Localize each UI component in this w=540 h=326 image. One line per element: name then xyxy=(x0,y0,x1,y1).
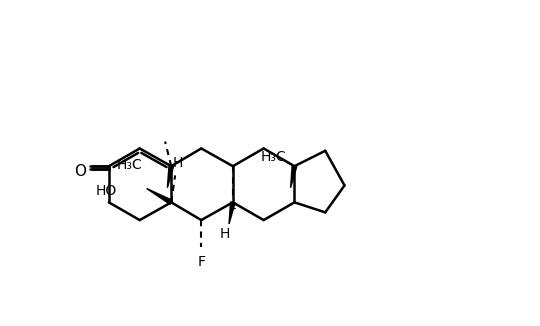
Polygon shape xyxy=(147,188,172,204)
Text: F: F xyxy=(197,255,205,269)
Text: O: O xyxy=(74,164,86,179)
Polygon shape xyxy=(291,166,297,188)
Text: HO: HO xyxy=(96,184,117,198)
Polygon shape xyxy=(167,166,173,188)
Text: F: F xyxy=(229,203,237,217)
Polygon shape xyxy=(229,202,235,224)
Text: H₃C: H₃C xyxy=(116,158,142,171)
Text: H: H xyxy=(172,156,183,170)
Text: H: H xyxy=(220,227,231,241)
Text: H₃C: H₃C xyxy=(261,150,287,164)
